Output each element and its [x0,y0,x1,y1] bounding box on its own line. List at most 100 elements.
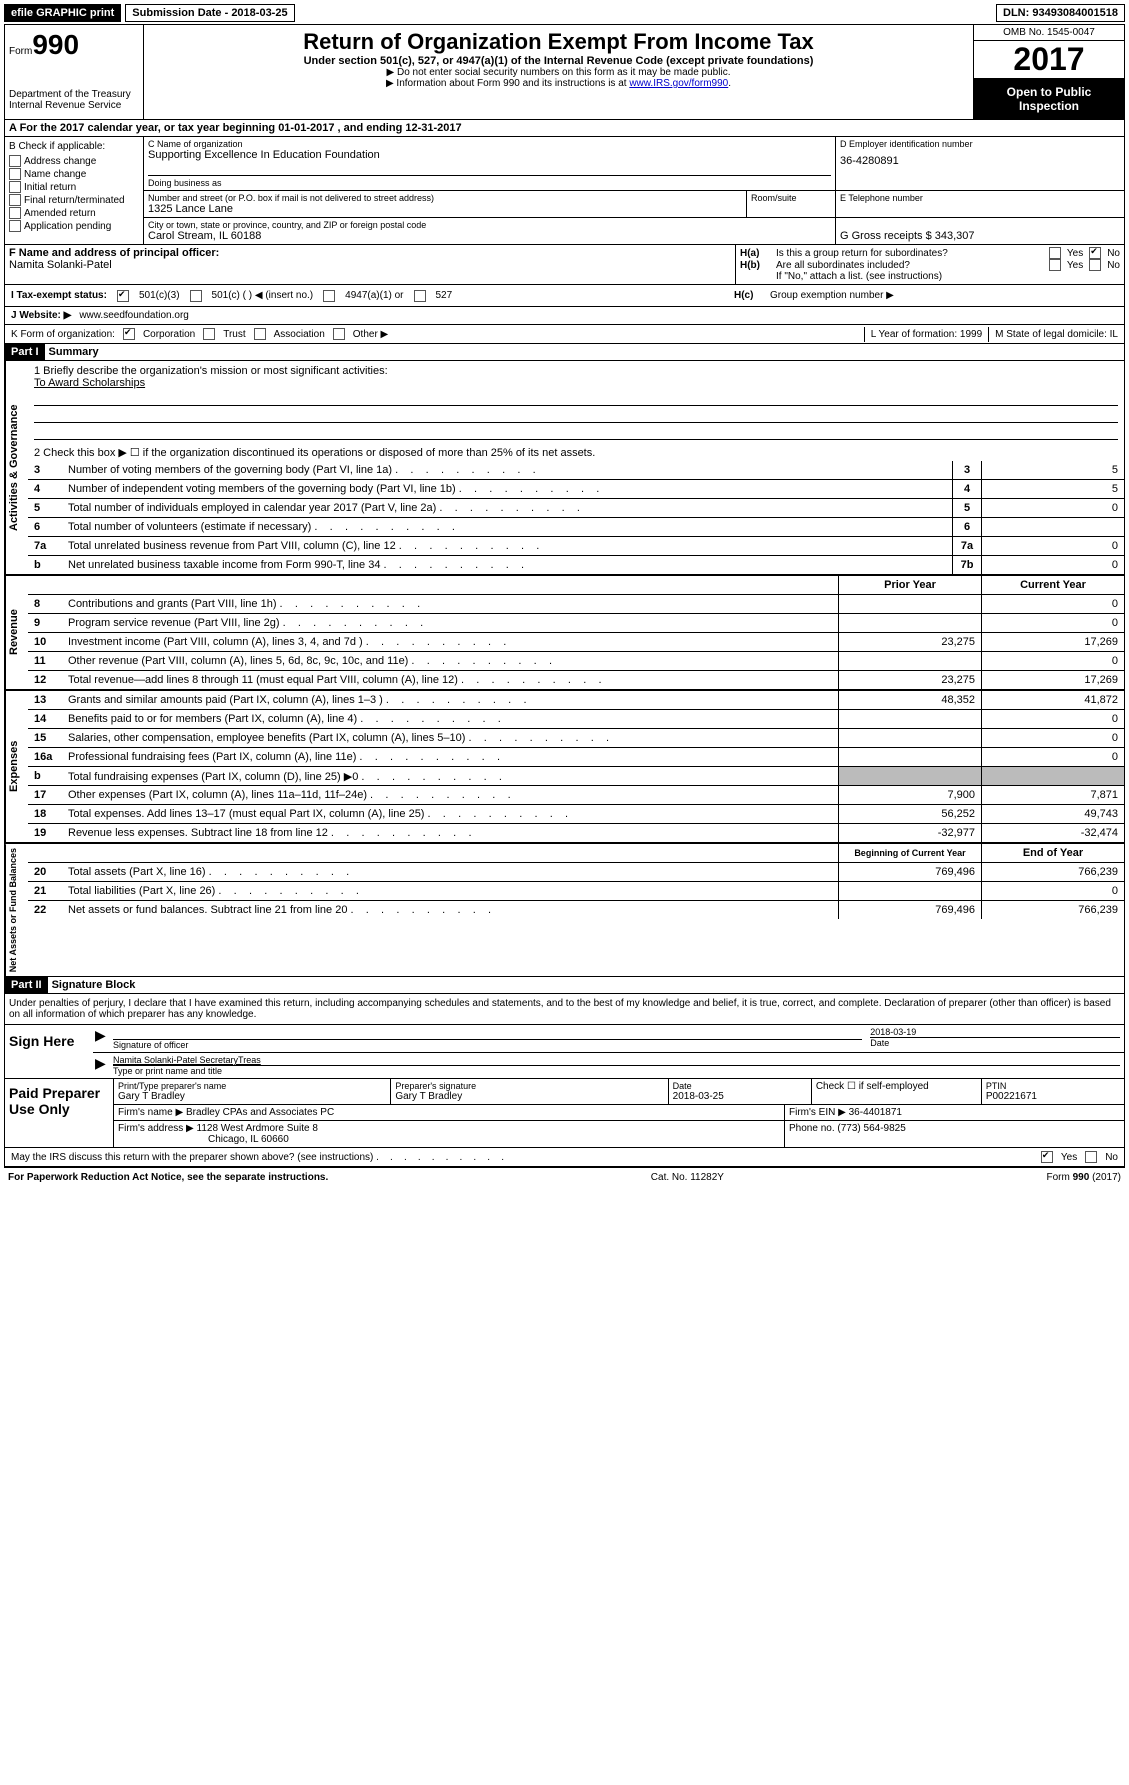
chk-hb-yes[interactable] [1049,259,1061,271]
chk-trust[interactable] [203,328,215,340]
expenses-section: Expenses 13Grants and similar amounts pa… [5,691,1124,844]
discuss-row: May the IRS discuss this return with the… [5,1148,1124,1167]
website-row: J Website: ▶ www.seedfoundation.org [5,306,1124,325]
section-a: A For the 2017 calendar year, or tax yea… [5,120,1124,137]
form-container: Form990 Department of the Treasury Inter… [4,24,1125,1168]
street-address: 1325 Lance Lane [148,203,742,215]
top-bar: efile GRAPHIC print Submission Date - 20… [4,4,1125,22]
sig-date-label: Date [870,1037,1120,1048]
open-inspection: Open to PublicInspection [974,79,1124,119]
prior-year-hdr: Prior Year [838,576,981,594]
sign-here-label: Sign Here [5,1025,93,1078]
chk-discuss-yes[interactable] [1041,1151,1053,1163]
tax-year: 2017 [974,41,1124,79]
summary-line: 13Grants and similar amounts paid (Part … [28,691,1124,710]
form-ref: Form 990 (2017) [1047,1172,1121,1183]
ein-value: 36-4280891 [840,155,1120,167]
summary-line: 3Number of voting members of the governi… [28,461,1124,480]
section-bcde: B Check if applicable: Address change Na… [5,137,1124,245]
part1-header-row: Part I Summary [5,344,1124,361]
chk-4947[interactable] [323,290,335,302]
name-title-label: Type or print name and title [113,1065,1120,1076]
part2-header-row: Part II Signature Block [5,977,1124,994]
self-employed: Check ☐ if self-employed [812,1079,982,1104]
summary-line: 14Benefits paid to or for members (Part … [28,710,1124,729]
part2-title: Signature Block [48,977,140,993]
paperwork-notice: For Paperwork Reduction Act Notice, see … [8,1172,328,1183]
chk-ha-no[interactable] [1089,247,1101,259]
summary-line: 18Total expenses. Add lines 13–17 (must … [28,805,1124,824]
chk-amended[interactable] [9,207,21,219]
eoy-hdr: End of Year [981,844,1124,862]
preparer-sig: Gary T Bradley [395,1091,663,1102]
gross-receipts: G Gross receipts $ 343,307 [840,230,975,242]
chk-other[interactable] [333,328,345,340]
firm-addr1: 1128 West Ardmore Suite 8 [197,1123,318,1134]
vlabel-revenue: Revenue [5,576,28,689]
summary-line: 4Number of independent voting members of… [28,480,1124,499]
summary-line: 5Total number of individuals employed in… [28,499,1124,518]
ssn-warning: ▶ Do not enter social security numbers o… [152,67,965,78]
sign-here-block: Sign Here ▶ Signature of officer 2018-03… [5,1025,1124,1079]
addr-label: Number and street (or P.O. box if mail i… [148,193,742,203]
chk-hb-no[interactable] [1089,259,1101,271]
vlabel-netassets: Net Assets or Fund Balances [5,844,28,976]
sig-officer-label: Signature of officer [113,1039,862,1050]
city-label: City or town, state or province, country… [148,220,831,230]
chk-final[interactable] [9,194,21,206]
form-number: Form990 [9,29,139,61]
summary-line: 17Other expenses (Part IX, column (A), l… [28,786,1124,805]
perjury-statement: Under penalties of perjury, I declare th… [5,994,1124,1025]
chk-501c[interactable] [190,290,202,302]
submission-date: Submission Date - 2018-03-25 [125,4,294,22]
vlabel-expenses: Expenses [5,691,28,842]
paid-preparer-block: Paid Preparer Use Only Print/Type prepar… [5,1079,1124,1148]
summary-line: 19Revenue less expenses. Subtract line 1… [28,824,1124,842]
officer-name: Namita Solanki-Patel [9,259,731,271]
summary-line: 15Salaries, other compensation, employee… [28,729,1124,748]
part1-badge: Part I [5,344,45,360]
chk-discuss-no[interactable] [1085,1151,1097,1163]
form-header: Form990 Department of the Treasury Inter… [5,25,1124,120]
summary-line: 20Total assets (Part X, line 16)769,4967… [28,863,1124,882]
chk-527[interactable] [414,290,426,302]
officer-printed-name: Namita Solanki-Patel SecretaryTreas [113,1055,1120,1065]
preparer-date: 2018-03-25 [673,1091,807,1102]
cat-no: Cat. No. 11282Y [328,1172,1046,1183]
chk-name[interactable] [9,168,21,180]
summary-line: 16aProfessional fundraising fees (Part I… [28,748,1124,767]
chk-initial[interactable] [9,181,21,193]
dln: DLN: 93493084001518 [996,4,1125,22]
form-title: Return of Organization Exempt From Incom… [152,29,965,55]
efile-btn[interactable]: efile GRAPHIC print [4,4,121,22]
form-subtitle: Under section 501(c), 527, or 4947(a)(1)… [152,55,965,67]
summary-line: bNet unrelated business taxable income f… [28,556,1124,574]
chk-pending[interactable] [9,220,21,232]
firm-name: Bradley CPAs and Associates PC [186,1107,334,1118]
sig-date: 2018-03-19 [870,1027,1120,1037]
room-label: Room/suite [751,193,831,203]
part1-title: Summary [45,344,103,360]
chk-corp[interactable] [123,328,135,340]
mission-text: To Award Scholarships [34,377,1118,389]
chk-assoc[interactable] [254,328,266,340]
chk-ha-yes[interactable] [1049,247,1061,259]
boy-hdr: Beginning of Current Year [838,844,981,862]
netassets-section: Net Assets or Fund Balances Beginning of… [5,844,1124,977]
org-name: Supporting Excellence In Education Found… [148,149,831,161]
summary-line: bTotal fundraising expenses (Part IX, co… [28,767,1124,786]
irs-link[interactable]: www.IRS.gov/form990 [629,78,728,89]
summary-line: 11Other revenue (Part VIII, column (A), … [28,652,1124,671]
k-org-row: K Form of organization: Corporation Trus… [5,325,1124,344]
chk-address[interactable] [9,155,21,167]
city-value: Carol Stream, IL 60188 [148,230,831,242]
governance-section: Activities & Governance 1 Briefly descri… [5,361,1124,576]
firm-phone: (773) 564-9825 [837,1123,905,1134]
ein-label: D Employer identification number [840,139,1120,149]
state-domicile: M State of legal domicile: IL [989,327,1124,342]
tax-status-row: I Tax-exempt status: 501(c)(3) 501(c) ( … [5,285,1124,306]
chk-501c3[interactable] [117,290,129,302]
summary-line: 12Total revenue—add lines 8 through 11 (… [28,671,1124,689]
irs-label: Internal Revenue Service [9,100,139,111]
box-b: B Check if applicable: Address change Na… [5,137,144,244]
